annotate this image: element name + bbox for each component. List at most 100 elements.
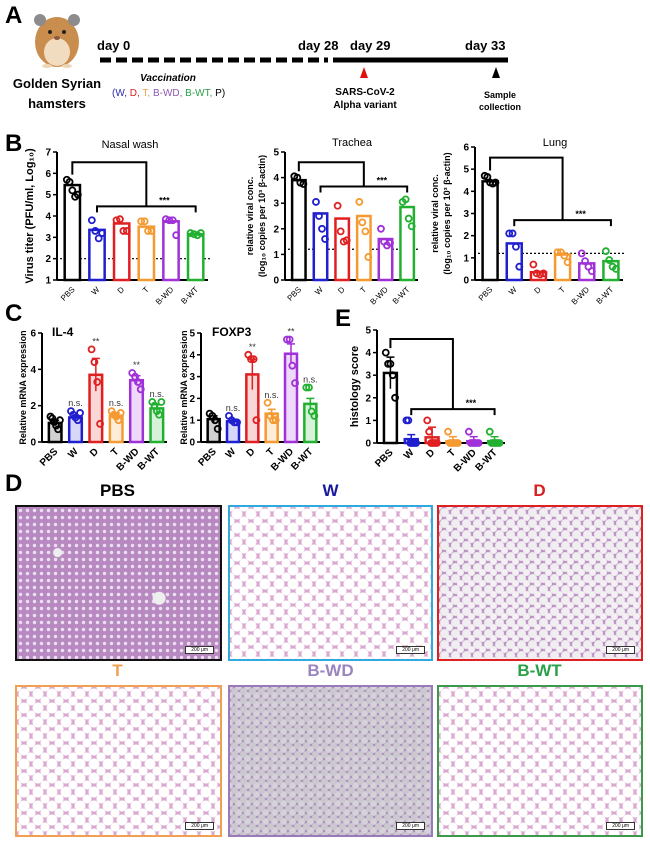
bar-t [137,225,156,282]
y-axis-label: relative viral conc. [430,174,440,253]
data-point [196,229,205,237]
y-tick-label: 4 [273,173,279,184]
data-point [581,257,589,266]
data-point [577,249,586,258]
y-axis-label: (log₁₀ copies per 10³ β-actin) [257,155,267,277]
bar-w [312,212,329,282]
data-point [283,335,291,344]
chart-nasal: Nasal wash Virus titer (PFU/ml, Log₁₀) 1 2 3… [24,139,210,306]
data-point [553,248,562,257]
category-label: W [313,285,325,297]
panel-label-b: B [5,130,23,157]
category-label: T [557,285,567,295]
category-label: B-WT [179,285,200,306]
vaccine-group-label: D, [130,88,143,99]
category-label: W [224,446,239,461]
data-point [186,229,195,237]
histology-title: B-WD [307,661,354,680]
significance-annotation: ** [133,360,141,370]
data-point [190,230,198,239]
day-0-label: day 0 [97,38,130,53]
bar-pbs [63,183,82,282]
data-point [147,227,156,235]
y-axis-label: Virus titer (PFU/ml, Log₁₀) [24,148,36,284]
data-point [453,439,462,447]
data-point [612,265,620,273]
category-label: B-WD [269,446,296,473]
data-point [65,177,74,186]
histology-title: B-WT [517,661,562,680]
data-point [271,416,280,425]
data-point [315,212,323,220]
data-point [425,427,434,436]
comparison-bracket [319,185,409,193]
y-tick-label: 1 [45,276,51,287]
sample-label-2: collection [479,102,521,112]
category-label: PBS [286,285,304,303]
data-point [401,195,410,204]
category-label: B-WD [154,285,176,307]
histology-image-d: 200 μm [437,505,643,661]
data-point [98,229,107,237]
data-point [312,198,320,206]
category-label: D [88,446,101,459]
data-point [474,439,483,447]
data-point [252,416,261,425]
y-tick-label: 0 [273,276,279,287]
y-tick-label: 2 [463,231,469,242]
panel-label-a: A [5,2,23,29]
data-point [87,216,96,225]
vaccine-group-label: B-WD, [153,88,185,99]
data-point [114,416,123,425]
category-label: B-WT [136,446,162,472]
bar-b-wd [128,378,145,444]
data-point [361,227,370,236]
significance-annotation: n.s. [150,389,165,399]
data-point [529,260,538,269]
data-point [93,378,102,386]
panel-label-c: C [5,300,23,327]
data-point [211,416,219,425]
data-point [140,217,149,226]
hamster-illustration [34,14,80,68]
chart-foxp3: FOXP3 Relative mRNA expression 0 1 2 3 4 5 PBS n.… [179,325,320,473]
challenge-arrow-icon [360,67,368,78]
data-point [299,180,308,188]
challenge-label: SARS-CoV-2 [335,87,395,98]
data-point [137,217,146,226]
category-label: W [402,447,417,462]
y-axis-label: Relative mRNA expression [179,330,189,444]
data-point [168,216,177,225]
data-point [485,427,494,436]
data-point [73,190,82,199]
data-point [112,216,121,225]
data-point [87,345,96,354]
category-label: W [66,446,81,461]
chart-title: IL-4 [52,325,74,339]
data-point [233,418,241,427]
vaccine-group-label: P) [215,88,225,99]
data-point [342,236,351,245]
significance-annotation: *** [159,195,170,205]
y-tick-label: 4 [30,365,36,376]
data-point [122,227,131,235]
data-point [407,222,416,231]
y-tick-label: 6 [45,169,51,180]
data-point [291,379,299,388]
data-point [68,186,77,195]
bar-b-wt [399,205,416,282]
significance-annotation: ** [249,342,257,352]
data-point [505,229,514,238]
y-tick-label: 3 [189,372,195,383]
category-label: D [116,285,127,296]
histology-title: T [112,661,123,680]
comparison-bracket [297,161,365,187]
histology-image-t: 200 μm [15,685,222,837]
y-tick-label: 7 [45,148,51,159]
data-point [288,361,297,370]
data-point [165,216,174,225]
comparison-bracket [513,219,612,227]
data-point [563,258,572,267]
